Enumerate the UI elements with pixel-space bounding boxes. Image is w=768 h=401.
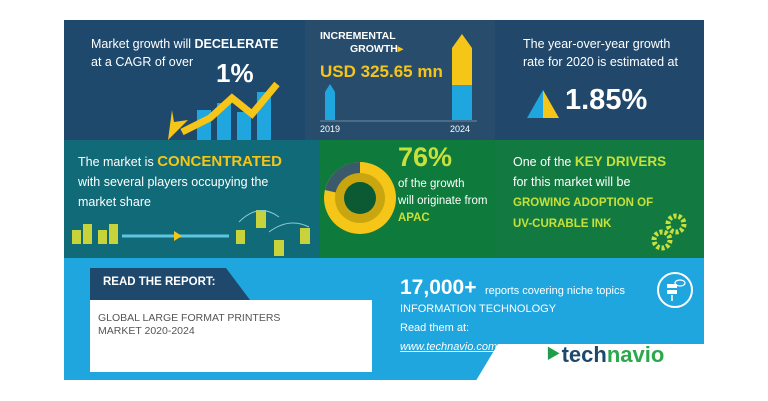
region-panel: 76% of the growth will originate from AP… [320, 140, 495, 258]
conc-text-3: market share [78, 195, 151, 209]
bottom-panel: READ THE REPORT: GLOBAL LARGE FORMAT PRI… [64, 258, 704, 380]
driver-line-2: UV-CURABLE INK [513, 218, 612, 230]
report-title-1: GLOBAL LARGE FORMAT PRINTERS [98, 312, 281, 324]
declining-chart-icon [168, 81, 280, 140]
cagr-panel: Market growth will DECELERATE at a CAGR … [64, 20, 305, 140]
region-text-2: will originate from [398, 195, 488, 207]
drivers-text-2: for this market will be [513, 175, 631, 189]
logo-part1: tech [561, 342, 607, 367]
conc-text-2: with several players occupying the [78, 175, 269, 189]
cagr-text: Market growth will [91, 37, 195, 51]
report-card[interactable]: GLOBAL LARGE FORMAT PRINTERS MARKET 2020… [90, 300, 372, 372]
drivers-emph: KEY DRIVERS [574, 154, 667, 169]
title-line-1: INCREMENTAL [320, 30, 396, 42]
title-text: GROWTH [350, 43, 398, 55]
drivers-text: One of the [513, 155, 575, 169]
driver-line-1: GROWING ADOPTION OF [513, 197, 654, 209]
count-value: 17,000+ [400, 276, 477, 299]
read-report-label: READ THE REPORT: [103, 276, 216, 288]
growth-bars-icon [320, 34, 477, 122]
report-count: 17,000+ reports covering niche topics [400, 276, 625, 300]
logo-mark-icon: ⯈ [544, 342, 562, 367]
buildings-network-icon [72, 210, 310, 256]
year-start: 2019 [320, 124, 341, 134]
incremental-panel: INCREMENTAL GROWTH▸ USD 325.65 mn 2019 2… [305, 20, 495, 140]
yoy-text-2: rate for 2020 is estimated at [523, 55, 678, 69]
logo-part2: navio [606, 342, 665, 367]
cagr-text-2: at a CAGR of over [91, 55, 194, 69]
technavio-logo: ⯈technavio [544, 342, 664, 368]
logo-area [474, 344, 704, 380]
concentration-panel: The market is CONCENTRATED with several … [64, 140, 320, 258]
yoy-value: 1.85% [565, 84, 648, 116]
drivers-panel: One of the KEY DRIVERS for this market w… [495, 140, 704, 258]
count-text: reports covering niche topics [484, 285, 625, 297]
arrow-icon: ▸ [397, 43, 404, 55]
read-them: Read them at: [400, 322, 470, 334]
year-end: 2024 [450, 124, 471, 134]
technavio-link[interactable]: www.technavio.com [400, 341, 498, 353]
triangle-up-icon [527, 90, 559, 118]
conc-text: The market is [78, 155, 158, 169]
donut-chart [324, 162, 396, 234]
incremental-value: USD 325.65 mn [320, 62, 443, 81]
yoy-text-1: The year-over-year growth [523, 37, 671, 51]
region-text-1: of the growth [398, 178, 465, 190]
cloud-server-icon [657, 272, 693, 308]
read-report-tab: READ THE REPORT: [90, 268, 250, 300]
incremental-title: INCREMENTAL GROWTH▸ [320, 30, 403, 56]
yoy-panel: The year-over-year growth rate for 2020 … [495, 20, 704, 140]
title-line-2: GROWTH▸ [320, 43, 403, 56]
cagr-value: 1% [216, 58, 254, 88]
report-title-2: MARKET 2020-2024 [98, 325, 195, 337]
category: INFORMATION TECHNOLOGY [400, 303, 557, 315]
conc-emph: CONCENTRATED [157, 153, 282, 170]
region-name: APAC [398, 212, 430, 224]
cagr-emph: DECELERATE [194, 37, 279, 51]
region-value: 76% [398, 142, 453, 172]
gears-icon [651, 213, 687, 251]
